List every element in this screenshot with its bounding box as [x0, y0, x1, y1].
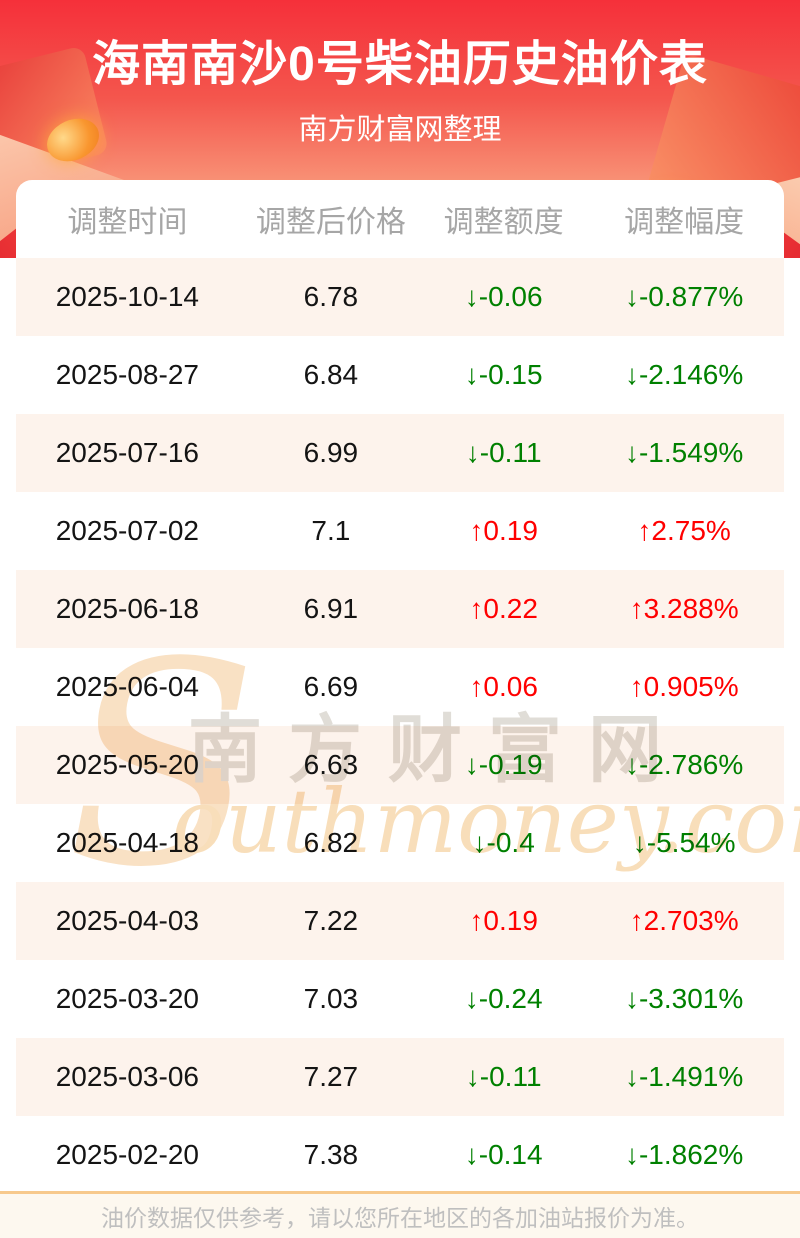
table-row: 2025-04-18 6.82 ↓-0.4 ↓-5.54%	[16, 804, 784, 882]
cell-percent: ↓-3.301%	[624, 983, 744, 1014]
cell-percent: ↑2.75%	[637, 515, 731, 546]
cell-date: 2025-06-18	[55, 593, 199, 624]
cell-date: 2025-04-03	[55, 905, 199, 936]
cell-price: 6.63	[303, 749, 359, 780]
cell-date: 2025-03-20	[55, 983, 199, 1014]
cell-price: 6.99	[303, 437, 359, 468]
cell-date: 2025-05-20	[55, 749, 199, 780]
cell-price: 6.84	[303, 359, 359, 390]
cell-price: 7.38	[303, 1139, 359, 1170]
cell-change: ↑0.19	[469, 905, 538, 936]
table-header-row: 调整时间 调整后价格 调整额度 调整幅度	[16, 180, 784, 258]
footer-note: 油价数据仅供参考，请以您所在地区的各加油站报价为准。	[0, 1191, 800, 1238]
cell-percent: ↑0.905%	[629, 671, 739, 702]
cell-date: 2025-07-02	[55, 515, 199, 546]
cell-change: ↓-0.19	[464, 749, 543, 780]
table-body: 2025-10-14 6.78 ↓-0.06 ↓-0.877% 2025-08-…	[16, 258, 784, 1194]
cell-percent: ↓-5.54%	[632, 827, 736, 858]
cell-percent: ↓-2.786%	[624, 749, 744, 780]
column-header-change: 调整额度	[443, 206, 564, 239]
table-row: 2025-05-20 6.63 ↓-0.19 ↓-2.786%	[16, 726, 784, 804]
table-row: 2025-08-27 6.84 ↓-0.15 ↓-2.146%	[16, 336, 784, 414]
table-row: 2025-07-02 7.1 ↑0.19 ↑2.75%	[16, 492, 784, 570]
table-row: 2025-06-04 6.69 ↑0.06 ↑0.905%	[16, 648, 784, 726]
cell-price: 6.82	[303, 827, 359, 858]
cell-date: 2025-04-18	[55, 827, 199, 858]
table-row: 2025-04-03 7.22 ↑0.19 ↑2.703%	[16, 882, 784, 960]
cell-percent: ↑3.288%	[629, 593, 739, 624]
column-header-price: 调整后价格	[255, 206, 406, 239]
cell-percent: ↑2.703%	[629, 905, 739, 936]
cell-price: 7.03	[303, 983, 359, 1014]
cell-price: 7.27	[303, 1061, 359, 1092]
price-table-card: 调整时间 调整后价格 调整额度 调整幅度 2025-10-14 6.78 ↓-0…	[16, 180, 784, 1194]
table-row: 2025-06-18 6.91 ↑0.22 ↑3.288%	[16, 570, 784, 648]
cell-price: 7.1	[311, 515, 351, 546]
cell-change: ↓-0.14	[464, 1139, 543, 1170]
cell-date: 2025-08-27	[55, 359, 199, 390]
cell-change: ↓-0.11	[465, 437, 542, 468]
table-row: 2025-10-14 6.78 ↓-0.06 ↓-0.877%	[16, 258, 784, 336]
cell-percent: ↓-1.549%	[624, 437, 744, 468]
cell-percent: ↓-2.146%	[624, 359, 744, 390]
cell-change: ↑0.06	[469, 671, 538, 702]
column-header-date: 调整时间	[67, 206, 188, 239]
cell-change: ↓-0.15	[464, 359, 543, 390]
page-subtitle: 南方财富网整理	[298, 114, 502, 146]
cell-price: 7.22	[303, 905, 359, 936]
cell-percent: ↓-0.877%	[624, 281, 744, 312]
table-row: 2025-02-20 7.38 ↓-0.14 ↓-1.862%	[16, 1116, 784, 1194]
cell-date: 2025-06-04	[55, 671, 199, 702]
cell-percent: ↓-1.491%	[624, 1061, 744, 1092]
cell-date: 2025-03-06	[55, 1061, 199, 1092]
cell-percent: ↓-1.862%	[624, 1139, 744, 1170]
footer-note-text: 油价数据仅供参考，请以您所在地区的各加油站报价为准。	[101, 1205, 699, 1231]
cell-date: 2025-07-16	[55, 437, 199, 468]
cell-change: ↑0.19	[469, 515, 538, 546]
page-title: 海南南沙0号柴油历史油价表	[92, 38, 708, 91]
column-header-percent: 调整幅度	[624, 206, 745, 239]
cell-price: 6.91	[303, 593, 359, 624]
cell-change: ↓-0.24	[464, 983, 543, 1014]
cell-price: 6.69	[303, 671, 359, 702]
cell-change: ↓-0.06	[464, 281, 543, 312]
cell-change: ↓-0.11	[465, 1061, 542, 1092]
cell-date: 2025-10-14	[55, 281, 199, 312]
cell-change: ↓-0.4	[472, 827, 535, 858]
cell-change: ↑0.22	[469, 593, 538, 624]
cell-date: 2025-02-20	[55, 1139, 199, 1170]
cell-price: 6.78	[303, 281, 359, 312]
table-row: 2025-03-20 7.03 ↓-0.24 ↓-3.301%	[16, 960, 784, 1038]
table-row: 2025-07-16 6.99 ↓-0.11 ↓-1.549%	[16, 414, 784, 492]
table-row: 2025-03-06 7.27 ↓-0.11 ↓-1.491%	[16, 1038, 784, 1116]
